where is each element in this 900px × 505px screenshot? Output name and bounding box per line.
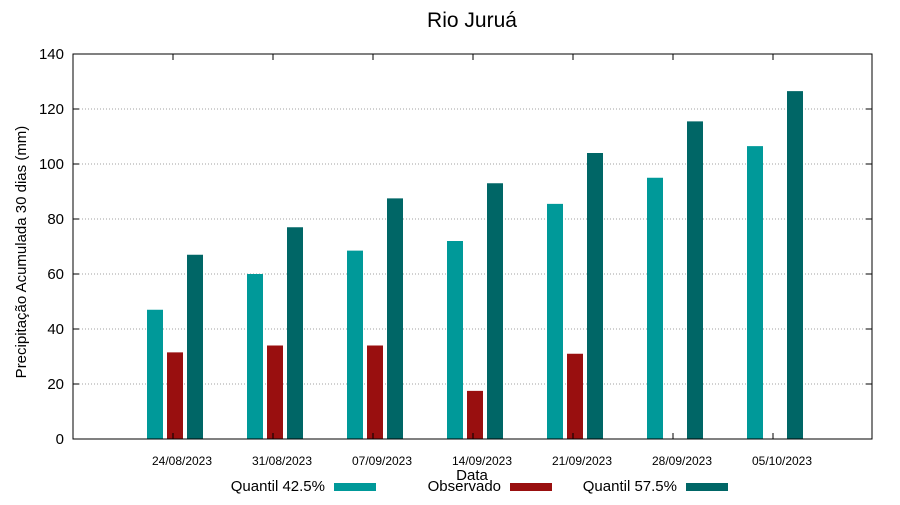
grid-lines [73, 108, 872, 385]
legend-label: Observado [428, 478, 501, 495]
bar-quantil-42-5 [547, 203, 563, 439]
bar-observado [367, 345, 383, 439]
y-tick-label: 60 [47, 266, 64, 283]
bar-quantil-57-5 [287, 227, 303, 439]
y-tick-label: 140 [39, 46, 64, 63]
y-axis-label: Precipitação Acumulada 30 dias (mm) [13, 126, 30, 379]
y-tick-label: 20 [47, 376, 64, 393]
x-axis-label: Data [456, 467, 488, 484]
bar-quantil-42-5 [247, 274, 263, 439]
legend-label: Quantil 42.5% [231, 478, 325, 495]
x-tick-label: 24/08/2023 [152, 454, 212, 468]
bar-observado [467, 390, 483, 439]
bar-quantil-57-5 [387, 198, 403, 439]
legend-label: Quantil 57.5% [583, 478, 677, 495]
bar-observado [567, 353, 583, 439]
bar-quantil-42-5 [147, 309, 163, 439]
bar-quantil-42-5 [747, 146, 763, 439]
y-tick-label: 40 [47, 321, 64, 338]
legend: Quantil 42.5% Observado Quantil 57.5% [231, 478, 728, 495]
x-tick-label: 14/09/2023 [452, 454, 512, 468]
bar-quantil-57-5 [687, 121, 703, 439]
x-tick-label: 28/09/2023 [652, 454, 712, 468]
bar-quantil-57-5 [487, 183, 503, 439]
bar-quantil-57-5 [587, 153, 603, 439]
bar-observado [267, 345, 283, 439]
y-tick-label: 80 [47, 211, 64, 228]
legend-swatch [510, 483, 552, 491]
y-tick-label: 0 [56, 431, 64, 448]
bar-quantil-57-5 [187, 254, 203, 439]
x-tick-label: 21/09/2023 [552, 454, 612, 468]
axes: 0 20 40 60 80 100 120 140 24/08/2023 31/08/2023 07… [39, 46, 872, 468]
bar-quantil-57-5 [787, 91, 803, 439]
y-tick-label: 100 [39, 156, 64, 173]
y-tick-label: 120 [39, 101, 64, 118]
x-tick-label: 07/09/2023 [352, 454, 412, 468]
legend-swatch [334, 483, 376, 491]
legend-swatch [686, 483, 728, 491]
bar-quantil-42-5 [347, 250, 363, 439]
bar-quantil-42-5 [447, 241, 463, 439]
x-tick-label: 31/08/2023 [252, 454, 312, 468]
x-tick-label: 05/10/2023 [752, 454, 812, 468]
bar-observado [167, 352, 183, 439]
chart-title: Rio Juruá [427, 9, 517, 32]
bar-quantil-42-5 [647, 177, 663, 439]
bars [147, 91, 803, 439]
